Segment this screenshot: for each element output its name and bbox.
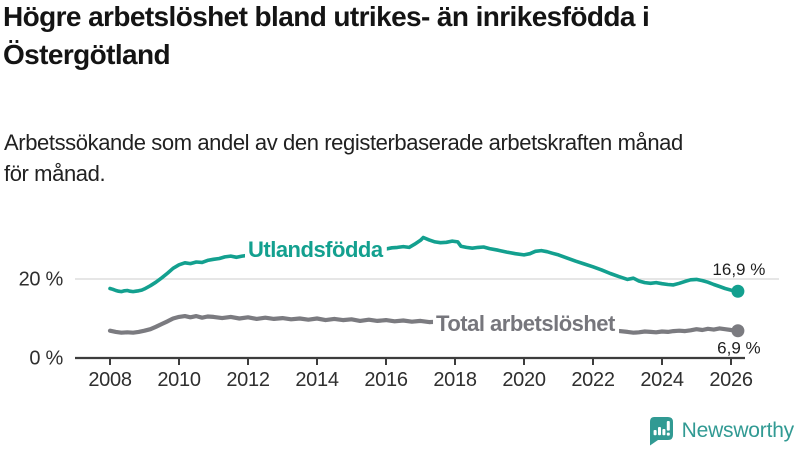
- series-inline-label-total-arbetsloshet: Total arbetslöshet: [436, 311, 616, 336]
- page-title: Högre arbetslöshet bland utrikes- än inr…: [3, 0, 793, 74]
- series-line-utlandsfodda: [108, 235, 740, 294]
- unemployment-line-chart: 20 % 0 % 2008 2010 2012 2014 2016 2018 2020 2022 2…: [19, 235, 779, 391]
- chart-subtitle: Arbetssökande som andel av den registerb…: [4, 127, 784, 189]
- series-end-value-label-utlandsfodda: 16,9 %: [712, 260, 765, 279]
- newsworthy-logo-text: Newsworthy: [681, 419, 795, 442]
- x-tick-label-2018: 2018: [433, 369, 476, 391]
- subtitle-line-2: för månad.: [4, 161, 106, 186]
- title-line-2: Östergötland: [3, 39, 171, 70]
- x-tick-label-2020: 2020: [502, 369, 545, 391]
- chart-area: 20 % 0 % 2008 2010 2012 2014 2016 2018 2020 2022 2…: [0, 210, 800, 410]
- inline-label-mask: [433, 311, 620, 335]
- x-tick-label-2010: 2010: [157, 369, 200, 391]
- series-line-total-arbetsloshet: [107, 313, 741, 335]
- x-tick-label-2024: 2024: [640, 369, 683, 391]
- inline-label-mask: [245, 237, 387, 261]
- series-end-dot-total-arbetsloshet: [731, 324, 745, 338]
- series-end-dot-utlandsfodda: [731, 284, 745, 298]
- newsworthy-logo[interactable]: Newsworthy: [647, 416, 794, 446]
- x-tick-label-2016: 2016: [364, 369, 407, 391]
- y-axis-label-20: 20 %: [19, 269, 64, 291]
- y-axis-label-0: 0 %: [29, 348, 63, 370]
- x-tick-label-2026: 2026: [709, 369, 752, 391]
- series-end-value-label-total-arbetsloshet: 6,9 %: [717, 339, 760, 358]
- x-tick-label-2012: 2012: [226, 369, 269, 391]
- x-tick-label-2014: 2014: [295, 369, 338, 391]
- x-tick-label-2008: 2008: [88, 369, 131, 391]
- newsworthy-logo-icon: [649, 417, 673, 446]
- subtitle-line-1: Arbetssökande som andel av den registerb…: [4, 130, 683, 155]
- series-inline-label-utlandsfodda: Utlandsfödda: [248, 237, 384, 262]
- x-tick-label-2022: 2022: [571, 369, 614, 391]
- title-line-1: Högre arbetslöshet bland utrikes- än inr…: [3, 1, 650, 32]
